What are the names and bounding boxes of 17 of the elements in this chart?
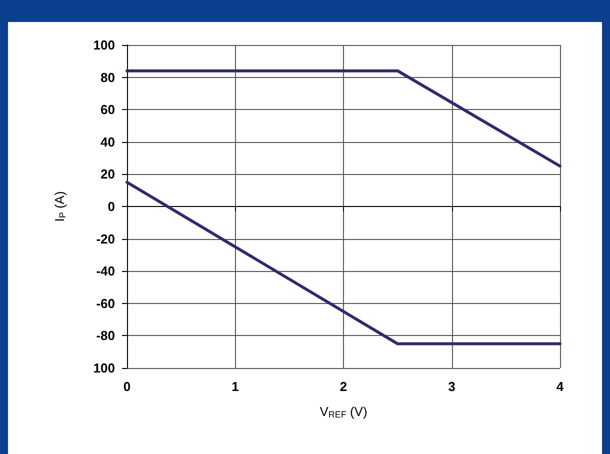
y-tick-label: -20 (96, 231, 115, 246)
y-tick-label: 40 (100, 134, 115, 150)
y-tick-label: 0 (108, 199, 115, 214)
y-axis-title: IP (A) (52, 191, 68, 222)
y-tick-label: 80 (100, 70, 115, 85)
y-tick-label: -60 (96, 296, 115, 311)
x-tick-label: 1 (232, 379, 239, 394)
y-tick-label: 60 (100, 102, 115, 118)
y-tick-label: 20 (100, 166, 115, 182)
x-tick-label: 2 (340, 379, 348, 394)
x-tick-label: 0 (123, 379, 131, 394)
y-tick-label: 100 (93, 360, 115, 376)
x-tick-label: 3 (448, 379, 456, 394)
y-tick-label: -80 (96, 328, 115, 344)
y-tick-label: 100 (93, 38, 115, 52)
y-tick-label: -40 (96, 264, 115, 279)
x-tick-label: 4 (556, 379, 564, 394)
